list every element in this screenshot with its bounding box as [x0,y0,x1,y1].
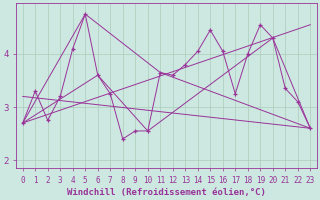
X-axis label: Windchill (Refroidissement éolien,°C): Windchill (Refroidissement éolien,°C) [67,188,266,197]
